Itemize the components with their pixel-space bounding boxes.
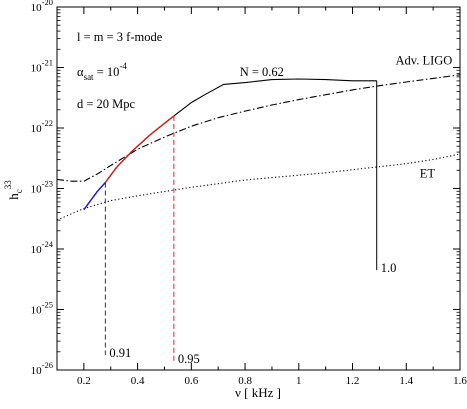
x-tick-label: 0.6	[184, 375, 198, 387]
x-tick-label: 0.4	[131, 375, 145, 387]
y-tick-exponent: -20	[42, 0, 53, 7]
series-et	[56, 153, 461, 221]
signal-segment-0	[83, 181, 106, 211]
mode-label: l = m = 3 f-mode	[77, 30, 163, 44]
marker-label-1: 0.95	[178, 352, 200, 366]
signal-segment-1	[104, 115, 175, 183]
y-tick-base: 10	[31, 2, 43, 14]
alpha-sat-label: αsat = 10-4	[77, 61, 127, 82]
annotation-0: N = 0.62	[240, 65, 284, 79]
x-tick-label: 1.2	[346, 375, 360, 387]
y-tick-exponent: -21	[42, 58, 53, 68]
y-tick-exponent: -25	[42, 300, 53, 310]
y-tick-base: 10	[31, 365, 43, 377]
curve-annotations: N = 0.62 Adv. LIGO ET	[240, 53, 453, 180]
y-tick-exponent: -22	[42, 118, 53, 128]
y-tick-label: 10-23	[31, 179, 53, 196]
x-tick-label: 1.4	[399, 375, 413, 387]
y-tick-exponent: -24	[42, 239, 54, 249]
y-tick-label: 10-25	[31, 300, 53, 317]
curves	[56, 74, 461, 221]
annotation-1: Adv. LIGO	[396, 53, 453, 67]
y-tick-base: 10	[31, 305, 43, 317]
threshold-markers: 0.91 0.95 1.0	[104, 80, 397, 366]
y-axis-label: hc33	[3, 180, 24, 200]
x-tick-label: 0.2	[77, 375, 91, 387]
x-tick-label: 1.6	[453, 375, 467, 387]
y-tick-base: 10	[31, 244, 43, 256]
y-tick-label: 10-21	[31, 58, 53, 75]
distance-label: d = 20 Mpc	[77, 97, 136, 111]
marker-label-2: 1.0	[381, 261, 397, 275]
y-tick-label: 10-22	[31, 118, 53, 135]
y-tick-base: 10	[31, 123, 43, 135]
x-axis-label: ν [ kHz ]	[235, 385, 281, 400]
y-tick-label: 10-26	[31, 360, 53, 377]
y-tick-label: 10-24	[31, 239, 54, 256]
y-tick-exponent: -23	[42, 179, 53, 189]
series-adv-ligo	[56, 74, 461, 182]
y-tick-base: 10	[31, 63, 43, 75]
x-tick-label: 0.8	[238, 375, 252, 387]
marker-label-0: 0.91	[109, 346, 131, 360]
y-tick-exponent: -26	[42, 360, 53, 370]
x-tick-label: 1	[296, 375, 302, 387]
y-tick-label: 10-20	[31, 0, 53, 14]
y-tick-base: 10	[31, 184, 43, 196]
x-axis-ticks: 0.2 0.4 0.6 0.8 1 1.2 1.4 1.6	[56, 7, 467, 387]
annotation-2: ET	[420, 167, 436, 181]
parameter-legend: l = m = 3 f-mode αsat = 10-4 d = 20 Mpc	[77, 30, 163, 111]
